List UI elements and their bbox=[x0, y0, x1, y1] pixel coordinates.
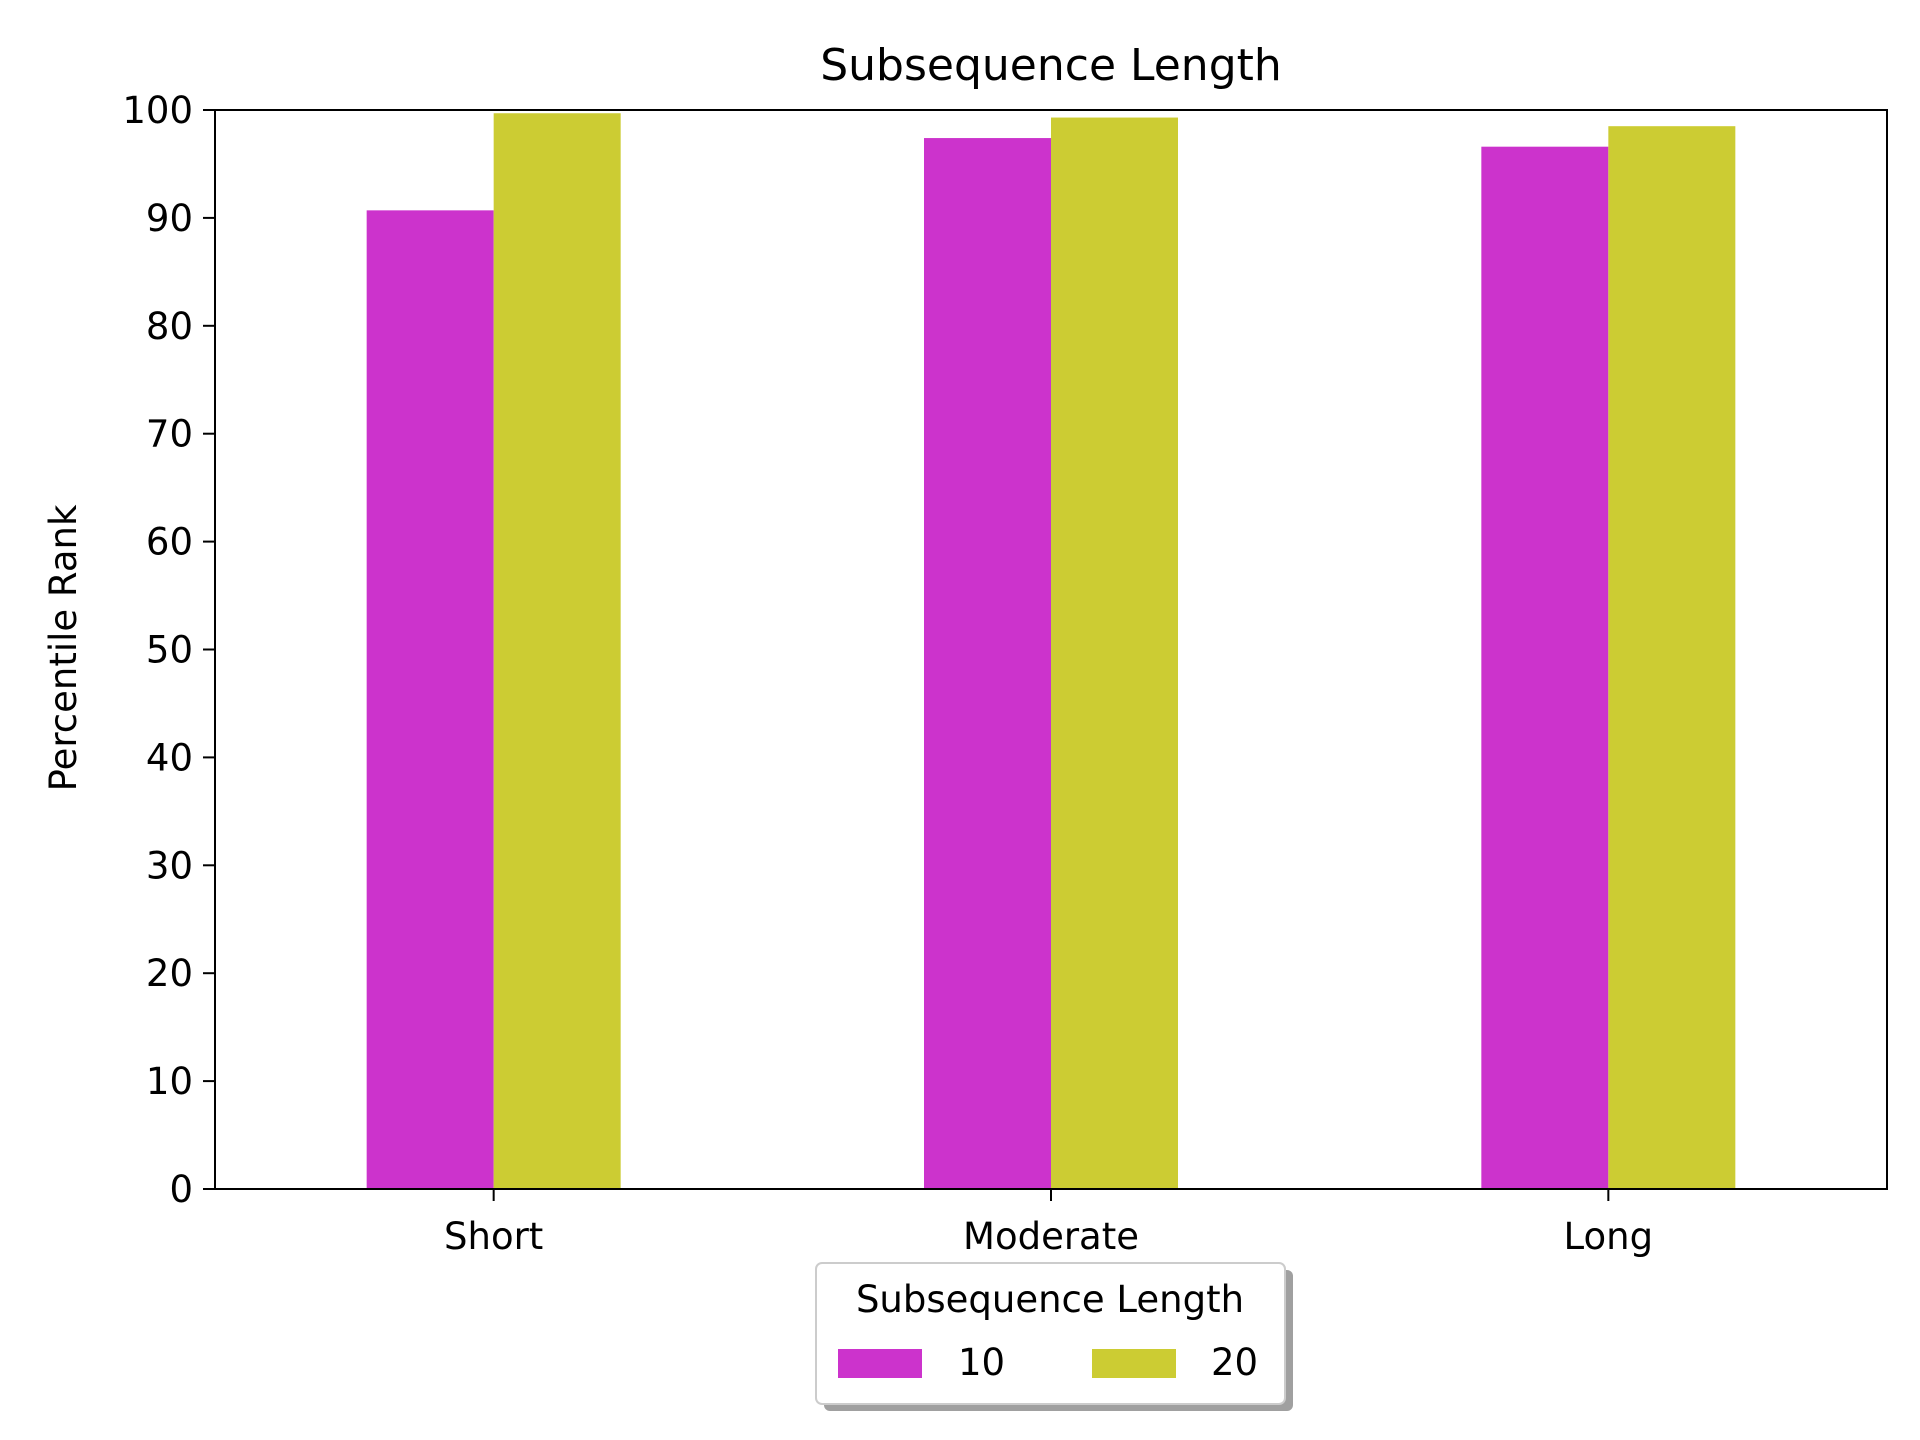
legend-label-20: 20 bbox=[1211, 1341, 1258, 1384]
y-tick-label-30: 30 bbox=[146, 844, 193, 887]
y-tick-label-0: 0 bbox=[169, 1168, 193, 1211]
y-tick-label-100: 100 bbox=[122, 89, 193, 132]
chart-title: Subsequence Length bbox=[820, 40, 1282, 91]
x-tick-label-short: Short bbox=[444, 1215, 543, 1258]
y-axis-label: Percentile Rank bbox=[42, 504, 85, 791]
bars-group bbox=[366, 113, 1736, 1190]
x-tick-label-long: Long bbox=[1564, 1215, 1654, 1258]
legend: Subsequence Length 10 20 bbox=[815, 1262, 1293, 1411]
bar-long-20 bbox=[1608, 126, 1736, 1189]
bar-moderate-20 bbox=[1051, 117, 1178, 1190]
y-tick-label-50: 50 bbox=[146, 629, 193, 672]
y-tick-label-20: 20 bbox=[146, 952, 193, 995]
y-tick-label-70: 70 bbox=[146, 413, 193, 456]
legend-swatch-20 bbox=[1092, 1349, 1176, 1378]
legend-swatch-10 bbox=[838, 1349, 922, 1378]
legend-title: Subsequence Length bbox=[856, 1278, 1244, 1321]
y-tick-label-10: 10 bbox=[146, 1060, 193, 1103]
x-tick-label-moderate: Moderate bbox=[963, 1215, 1139, 1258]
bar-moderate-10 bbox=[924, 138, 1051, 1190]
y-tick-label-80: 80 bbox=[146, 305, 193, 348]
legend-label-10: 10 bbox=[958, 1341, 1005, 1384]
y-tick-label-60: 60 bbox=[146, 521, 193, 564]
bar-short-10 bbox=[366, 210, 494, 1190]
y-tick-label-40: 40 bbox=[146, 736, 193, 779]
bar-short-20 bbox=[493, 113, 621, 1189]
y-tick-label-90: 90 bbox=[146, 197, 193, 240]
axes-group: Short Moderate Long 0 10 20 30 40 50 60 70 80 90 100 bbox=[122, 89, 1888, 1258]
bar-long-10 bbox=[1481, 146, 1609, 1189]
plot-frame bbox=[214, 109, 1888, 1190]
